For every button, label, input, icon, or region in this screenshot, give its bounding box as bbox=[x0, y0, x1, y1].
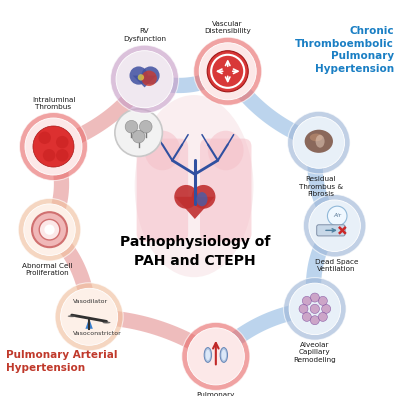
Ellipse shape bbox=[144, 131, 180, 170]
Circle shape bbox=[309, 200, 360, 251]
Circle shape bbox=[39, 219, 60, 240]
Circle shape bbox=[192, 185, 216, 209]
Circle shape bbox=[207, 51, 248, 92]
Circle shape bbox=[44, 225, 55, 235]
Circle shape bbox=[55, 283, 123, 351]
Circle shape bbox=[310, 316, 319, 325]
Text: Vascular
Distensibility: Vascular Distensibility bbox=[204, 21, 251, 34]
Circle shape bbox=[56, 136, 68, 148]
Circle shape bbox=[328, 206, 347, 226]
Ellipse shape bbox=[206, 350, 210, 360]
Circle shape bbox=[322, 305, 331, 313]
Circle shape bbox=[141, 70, 157, 86]
Ellipse shape bbox=[102, 322, 110, 324]
Text: Dead Space
Ventilation: Dead Space Ventilation bbox=[315, 259, 358, 272]
Text: Vasodilator: Vasodilator bbox=[72, 299, 108, 304]
Circle shape bbox=[18, 198, 81, 261]
Ellipse shape bbox=[222, 350, 226, 360]
Circle shape bbox=[182, 322, 250, 390]
Text: RV
Dysfunction: RV Dysfunction bbox=[123, 29, 166, 42]
Circle shape bbox=[20, 112, 88, 181]
Polygon shape bbox=[86, 318, 93, 329]
Text: Residual
Thrombus &
Fibrosis: Residual Thrombus & Fibrosis bbox=[299, 176, 343, 197]
Ellipse shape bbox=[310, 133, 323, 141]
Circle shape bbox=[138, 74, 144, 80]
Ellipse shape bbox=[220, 348, 228, 362]
Circle shape bbox=[187, 328, 244, 385]
Polygon shape bbox=[133, 76, 156, 88]
Circle shape bbox=[38, 131, 51, 144]
Circle shape bbox=[24, 204, 75, 255]
Text: Pulmonary Arterial
Hypertension: Pulmonary Arterial Hypertension bbox=[6, 350, 118, 373]
Circle shape bbox=[174, 185, 198, 209]
Circle shape bbox=[288, 111, 350, 174]
Circle shape bbox=[302, 296, 311, 305]
Circle shape bbox=[302, 312, 311, 322]
Circle shape bbox=[318, 312, 327, 322]
Ellipse shape bbox=[204, 348, 212, 362]
Circle shape bbox=[56, 149, 68, 162]
Circle shape bbox=[140, 120, 152, 133]
Circle shape bbox=[141, 67, 160, 85]
Circle shape bbox=[303, 194, 366, 257]
Circle shape bbox=[194, 37, 262, 105]
Circle shape bbox=[199, 43, 256, 100]
Text: Intraluminal
Thrombus: Intraluminal Thrombus bbox=[32, 97, 75, 110]
Ellipse shape bbox=[208, 131, 244, 170]
Circle shape bbox=[33, 126, 74, 167]
Circle shape bbox=[110, 45, 179, 113]
Ellipse shape bbox=[305, 129, 333, 153]
Circle shape bbox=[132, 130, 145, 143]
Circle shape bbox=[310, 293, 319, 302]
Ellipse shape bbox=[316, 135, 324, 148]
Circle shape bbox=[299, 305, 308, 313]
Circle shape bbox=[43, 149, 55, 162]
Circle shape bbox=[284, 278, 346, 340]
Circle shape bbox=[318, 296, 327, 305]
Text: Vasoconstrictor: Vasoconstrictor bbox=[72, 331, 121, 337]
Circle shape bbox=[289, 283, 340, 335]
Text: Pulmonary
Vascular
Resistance: Pulmonary Vascular Resistance bbox=[196, 392, 235, 396]
Text: Chronic
Thromboembolic
Pulmonary
Hypertension: Chronic Thromboembolic Pulmonary Hyperte… bbox=[295, 26, 394, 74]
FancyBboxPatch shape bbox=[317, 225, 345, 236]
Polygon shape bbox=[175, 197, 215, 219]
Circle shape bbox=[293, 117, 344, 168]
Ellipse shape bbox=[135, 95, 254, 277]
Circle shape bbox=[61, 288, 118, 345]
FancyBboxPatch shape bbox=[137, 139, 188, 242]
Ellipse shape bbox=[196, 192, 208, 206]
Circle shape bbox=[25, 118, 82, 175]
Circle shape bbox=[310, 304, 320, 314]
Text: Alveolar
Capillary
Remodeling: Alveolar Capillary Remodeling bbox=[294, 342, 336, 363]
Text: Abnormal Cell
Proliferation: Abnormal Cell Proliferation bbox=[22, 263, 73, 276]
Circle shape bbox=[116, 51, 173, 108]
Circle shape bbox=[115, 109, 162, 156]
Text: Pathophysiology of
PAH and CTEPH: Pathophysiology of PAH and CTEPH bbox=[120, 235, 270, 268]
FancyBboxPatch shape bbox=[200, 139, 252, 242]
Text: Air: Air bbox=[333, 213, 341, 219]
Circle shape bbox=[125, 120, 138, 133]
Circle shape bbox=[32, 212, 67, 247]
Circle shape bbox=[130, 67, 148, 85]
Ellipse shape bbox=[68, 315, 76, 317]
